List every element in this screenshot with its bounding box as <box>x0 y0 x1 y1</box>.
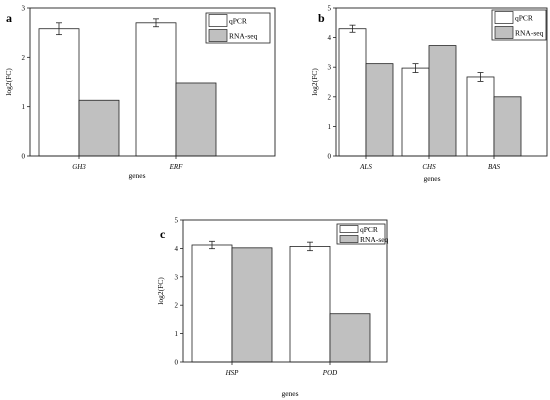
y-tick-label: 3 <box>175 273 179 281</box>
bar-qpcr-pod <box>289 246 331 363</box>
panel-label: b <box>318 11 325 25</box>
bar-qpcr-erf <box>135 22 177 157</box>
bar-rna-seq-hsp <box>231 247 273 363</box>
bar-qpcr-bas <box>466 76 495 157</box>
panel-label: a <box>6 11 12 25</box>
legend-swatch-rna-seq <box>494 26 514 39</box>
bar-qpcr-chs <box>401 67 430 157</box>
y-axis-title: log2(FC) <box>310 68 319 96</box>
chart-panel-a: GH3 ERF 0 1 2 3 genes log2(FC) a qPCR RNA-seq <box>4 5 276 180</box>
y-axis-title: log2(FC) <box>4 68 13 96</box>
bar-qpcr-gh3 <box>38 28 80 157</box>
x-axis-title: genes <box>423 174 440 183</box>
y-tick-label: 3 <box>22 5 26 13</box>
error-bar-erf <box>153 18 159 28</box>
y-tick-label: 2 <box>175 302 179 310</box>
error-bar-pod <box>307 241 313 252</box>
legend-label-qpcr: qPCR <box>515 13 533 22</box>
error-bar-chs <box>412 63 419 73</box>
plot-frame <box>182 219 388 363</box>
y-tick-label: 3 <box>328 64 332 72</box>
y-tick-label: 5 <box>175 217 179 225</box>
y-tick-label: 0 <box>328 153 332 161</box>
y-tick-label: 0 <box>22 153 26 161</box>
legend-swatch-rna-seq <box>339 235 359 243</box>
error-bar-als <box>349 24 356 33</box>
bar-rna-seq-erf <box>175 82 217 157</box>
error-bar-hsp <box>209 240 215 250</box>
x-axis-title: genes <box>281 389 298 398</box>
y-tick-label: 1 <box>22 103 26 111</box>
bar-rna-seq-als <box>365 63 394 157</box>
legend-swatch-qpcr <box>208 14 228 27</box>
y-tick-label: 2 <box>22 54 26 62</box>
x-tick-label: HSP <box>225 369 240 377</box>
x-tick-label: POD <box>322 369 337 377</box>
y-tick-label: 1 <box>328 123 332 131</box>
plot-frame <box>335 7 548 157</box>
y-tick-label: 1 <box>175 330 179 338</box>
bar-rna-seq-pod <box>329 313 371 363</box>
y-tick-label: 5 <box>328 5 332 13</box>
bar-rna-seq-bas <box>493 96 522 157</box>
y-tick-label: 4 <box>328 34 332 42</box>
legend-label-rna-seq: RNA-seq <box>515 28 544 37</box>
error-bar-bas <box>477 72 484 82</box>
bar-rna-seq-gh3 <box>78 99 120 157</box>
plot-frame <box>29 7 276 157</box>
x-tick-label: BAS <box>488 163 501 171</box>
panel-label: c <box>160 227 166 241</box>
y-tick-label: 2 <box>328 93 332 101</box>
legend-label-qpcr: qPCR <box>229 16 247 25</box>
error-bar-gh3 <box>56 22 62 36</box>
legend-label-rna-seq: RNA-seq <box>229 31 258 40</box>
legend-swatch-qpcr <box>494 11 514 24</box>
y-tick-label: 4 <box>175 245 179 253</box>
bar-qpcr-hsp <box>191 244 233 363</box>
bar-qpcr-als <box>338 28 367 157</box>
bar-rna-seq-chs <box>428 45 457 157</box>
legend-label-rna-seq: RNA-seq <box>360 235 389 244</box>
legend: qPCR RNA-seq <box>205 12 271 44</box>
y-tick-label: 0 <box>175 359 179 367</box>
chart-panel-b: ALS CHS BAS 0 1 2 3 4 5 genes log2(FC) b qPCR RNA-seq <box>310 5 548 183</box>
x-tick-label: GH3 <box>72 163 86 171</box>
x-tick-label: ERF <box>169 163 184 171</box>
legend-swatch-rna-seq <box>208 29 228 42</box>
y-axis-title: log2(FC) <box>156 277 165 305</box>
legend-label-qpcr: qPCR <box>360 225 378 234</box>
legend-swatch-qpcr <box>339 225 359 233</box>
x-tick-label: CHS <box>422 163 436 171</box>
legend: qPCR RNA-seq <box>491 9 547 41</box>
x-axis-title: genes <box>128 171 145 180</box>
x-tick-label: ALS <box>359 163 372 171</box>
